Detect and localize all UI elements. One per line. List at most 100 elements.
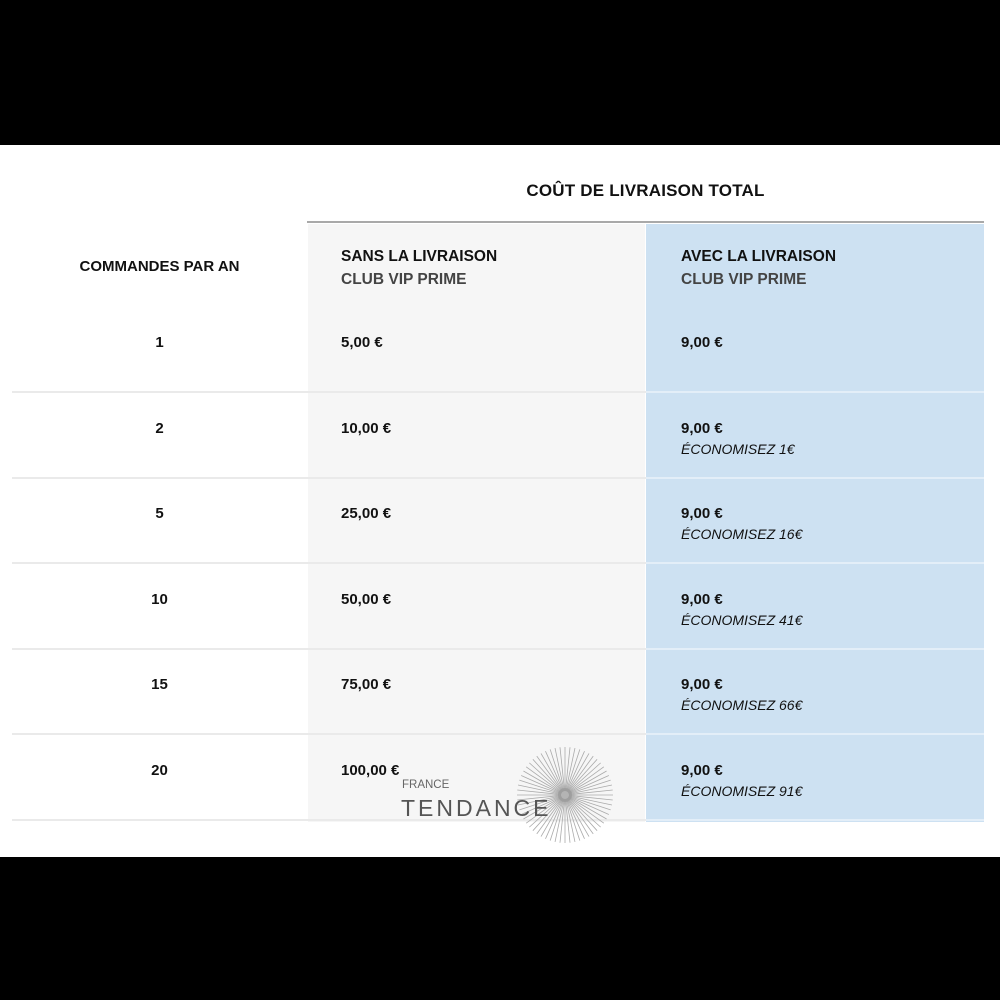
sunburst-ray (517, 789, 562, 795)
table-row: 1 5,00 € 9,00 € (12, 308, 984, 393)
with-cost-cell: 9,00 € ÉCONOMISEZ 41€ (681, 590, 802, 630)
header-divider (307, 221, 984, 223)
with-cost: 9,00 € (681, 505, 723, 522)
with-cost: 9,00 € (681, 676, 723, 693)
row-divider (646, 476, 984, 479)
row-divider (12, 476, 984, 479)
savings-text: ÉCONOMISEZ 16€ (681, 526, 803, 542)
sunburst-icon (517, 747, 613, 843)
sunburst-ray (554, 747, 565, 792)
without-cost-cell: 5,00 € (341, 334, 383, 351)
without-cost-cell: 75,00 € (341, 676, 392, 693)
france-tendance-watermark: FRANCE TENDANCE (395, 745, 625, 845)
sunburst-ray (519, 795, 562, 811)
sunburst-ray (520, 775, 562, 794)
sunburst-ray (519, 779, 562, 795)
sunburst-ray (545, 750, 564, 792)
sunburst-ray (525, 766, 562, 793)
sunburst-ray (517, 795, 562, 806)
row-divider (646, 391, 984, 393)
sunburst-ray (529, 797, 563, 828)
row-divider (12, 818, 984, 821)
sunburst-ray (566, 798, 590, 837)
sunburst-ray (532, 759, 563, 793)
with-column-background (646, 224, 984, 822)
row-divider (12, 647, 984, 650)
sunburst-center (558, 788, 572, 802)
row-divider (646, 733, 984, 735)
without-header: SANS LA LIVRAISON CLUB VIP PRIME (341, 245, 497, 291)
sunburst-ray (517, 795, 562, 801)
with-cost: 9,00 € (681, 419, 723, 437)
sunburst-ray (567, 798, 594, 835)
sunburst-ray (565, 747, 571, 792)
orders-cell: 10 (151, 590, 168, 608)
sunburst-ray (567, 759, 598, 793)
sunburst-ray (549, 798, 565, 841)
with-cost: 9,00 € (681, 590, 723, 608)
sunburst-ray (567, 755, 594, 792)
sunburst-ray (549, 749, 565, 792)
with-header-line1: AVEC LA LIVRAISON (681, 248, 837, 265)
orders-cell: 2 (155, 419, 164, 437)
row-divider (12, 391, 984, 393)
sunburst-ray (568, 795, 613, 801)
sunburst-ray (532, 797, 563, 831)
sunburst-ray (565, 747, 576, 792)
table-row: 2 10,00 € 9,00 € ÉCONOMISEZ 1€ (12, 394, 984, 479)
sunburst-ray (559, 747, 565, 792)
with-cost: 9,00 € (681, 761, 723, 779)
pricing-table-panel: COÛT DE LIVRAISON TOTAL COMMANDES PAR AN… (0, 145, 1000, 857)
without-header-line2: CLUB VIP PRIME (341, 271, 467, 288)
sunburst-ray (529, 762, 563, 793)
sunburst-ray (559, 798, 565, 843)
sunburst-ray (540, 753, 564, 792)
sunburst-ray (565, 798, 571, 843)
orders-cell: 15 (151, 676, 168, 693)
sunburst-ray (565, 749, 581, 792)
orders-cell: 5 (155, 505, 164, 522)
table-row: 10 50,00 € 9,00 € ÉCONOMISEZ 41€ (12, 565, 984, 650)
sunburst-ray (566, 798, 585, 840)
sunburst-ray (568, 795, 613, 806)
sunburst-ray (568, 789, 613, 795)
orders-header: COMMANDES PAR AN (79, 257, 240, 275)
sunburst-ray (517, 784, 562, 795)
sunburst-ray (568, 775, 610, 794)
table-title: COÛT DE LIVRAISON TOTAL (526, 181, 765, 200)
orders-cell: 1 (155, 334, 164, 351)
without-cost-cell: 10,00 € (341, 419, 392, 437)
with-cost: 9,00 € (681, 334, 723, 351)
orders-cell: 20 (151, 761, 168, 779)
sunburst-ray (567, 797, 598, 831)
table-row: 5 25,00 € 9,00 € ÉCONOMISEZ 16€ (12, 479, 984, 564)
row-divider (646, 818, 984, 821)
with-cost-cell: 9,00 € ÉCONOMISEZ 1€ (681, 419, 795, 459)
sunburst-ray (536, 798, 563, 835)
savings-text: ÉCONOMISEZ 41€ (681, 611, 803, 628)
sunburst-ray (540, 798, 564, 837)
without-column-background (308, 224, 645, 822)
row-divider (646, 647, 984, 650)
sunburst-ray (554, 798, 565, 843)
savings-text: ÉCONOMISEZ 91€ (681, 782, 803, 799)
sunburst-ray (566, 753, 590, 792)
sunburst-ray (567, 797, 601, 828)
sunburst-ray (523, 770, 562, 794)
watermark-line1: FRANCE (402, 779, 450, 791)
sunburst-ray (567, 762, 601, 793)
sunburst-ray (565, 798, 576, 843)
sunburst-ray (568, 766, 605, 793)
with-cost-cell: 9,00 € ÉCONOMISEZ 66€ (681, 675, 802, 715)
row-divider (646, 562, 984, 564)
sunburst-ray (568, 796, 607, 820)
with-header: AVEC LA LIVRAISON CLUB VIP PRIME (681, 245, 836, 291)
with-header-line2: CLUB VIP PRIME (681, 271, 807, 288)
table-row: 15 75,00 € 9,00 € ÉCONOMISEZ 66€ (12, 650, 984, 735)
sunburst-ray (536, 755, 563, 792)
sunburst-ray (520, 796, 562, 815)
watermark-line2: TENDANCE (401, 795, 552, 821)
sunburst-ray (566, 750, 585, 792)
without-header-line1: SANS LA LIVRAISON (341, 248, 498, 265)
without-cost-cell: 25,00 € (341, 505, 392, 522)
